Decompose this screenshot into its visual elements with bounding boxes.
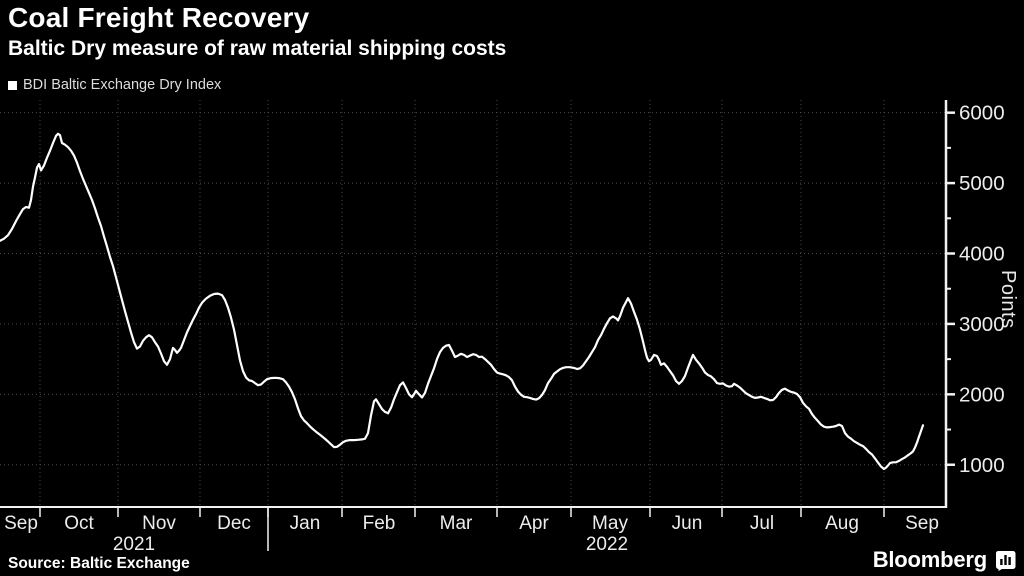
y-axis-title: Points <box>997 270 1019 329</box>
x-tick-label: Apr <box>519 513 549 534</box>
legend-swatch-icon <box>8 80 17 90</box>
y-tick-label: 6000 <box>959 102 1005 125</box>
x-tick-label: May <box>592 513 628 534</box>
y-tick-label: 4000 <box>959 243 1005 266</box>
bloomberg-wordmark: Bloomberg <box>872 547 988 572</box>
chart-subtitle: Baltic Dry measure of raw material shipp… <box>8 37 507 60</box>
legend-label: BDI Baltic Exchange Dry Index <box>23 77 222 93</box>
bdi-line <box>0 132 925 471</box>
x-tick-label: Dec <box>217 513 251 534</box>
x-tick-label: Jul <box>750 513 774 534</box>
y-tick-label: 1000 <box>959 454 1005 477</box>
x-tick-label: Aug <box>825 513 859 534</box>
x-tick-label: Feb <box>363 513 396 534</box>
y-tick-label: 2000 <box>959 383 1005 406</box>
x-tick-label: Sep <box>905 513 939 534</box>
x-tick-label: Jan <box>290 513 321 534</box>
chart-title: Coal Freight Recovery <box>8 2 310 33</box>
source-note: Source: Baltic Exchange <box>8 555 190 572</box>
x-tick-label: Oct <box>64 513 94 534</box>
x-tick-label: Sep <box>4 513 38 534</box>
year-label: 2022 <box>586 534 628 555</box>
year-label: 2021 <box>113 534 155 555</box>
x-tick-label: Nov <box>142 513 176 534</box>
legend: BDI Baltic Exchange Dry Index <box>8 77 221 93</box>
bloomberg-logo: Bloomberg <box>873 547 1016 573</box>
x-tick-label: Jun <box>672 513 703 534</box>
y-tick-label: 3000 <box>959 313 1005 336</box>
bar-chart-bubble-icon <box>995 550 1016 571</box>
x-tick-label: Mar <box>440 513 473 534</box>
y-tick-label: 5000 <box>959 172 1005 195</box>
